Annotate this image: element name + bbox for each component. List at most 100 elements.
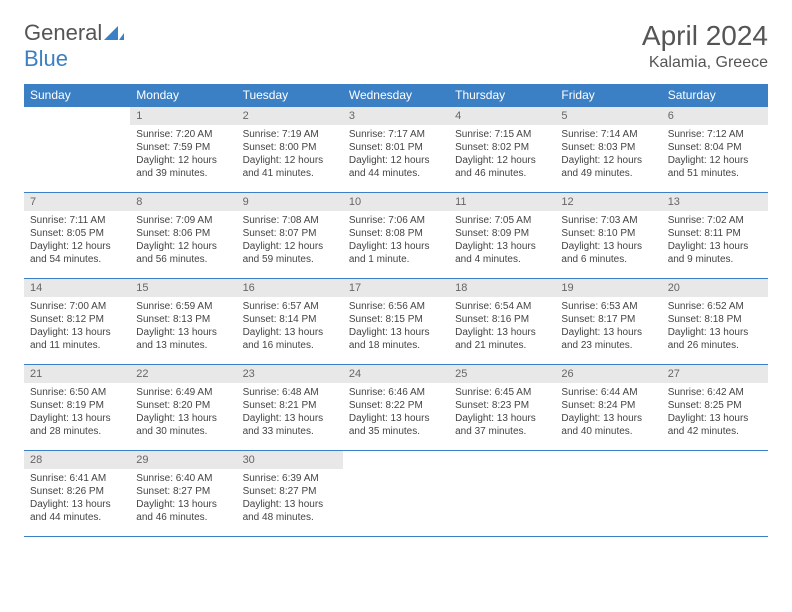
calendar-week-row: 7Sunrise: 7:11 AMSunset: 8:05 PMDaylight… — [24, 193, 768, 279]
calendar-day-cell: 3Sunrise: 7:17 AMSunset: 8:01 PMDaylight… — [343, 107, 449, 193]
calendar-day-cell: 17Sunrise: 6:56 AMSunset: 8:15 PMDayligh… — [343, 279, 449, 365]
sunrise-line: Sunrise: 6:44 AM — [561, 386, 655, 399]
sunset-line: Sunset: 8:19 PM — [30, 399, 124, 412]
day-number: 13 — [662, 193, 768, 211]
calendar-day-cell: 29Sunrise: 6:40 AMSunset: 8:27 PMDayligh… — [130, 451, 236, 537]
daylight-line: Daylight: 12 hours and 56 minutes. — [136, 240, 230, 266]
daylight-line: Daylight: 13 hours and 30 minutes. — [136, 412, 230, 438]
daylight-line: Daylight: 13 hours and 40 minutes. — [561, 412, 655, 438]
daylight-line: Daylight: 13 hours and 9 minutes. — [668, 240, 762, 266]
title-block: April 2024 Kalamia, Greece — [642, 20, 768, 72]
brand-part1: General — [24, 20, 102, 45]
sunrise-line: Sunrise: 6:50 AM — [30, 386, 124, 399]
sunset-line: Sunset: 8:22 PM — [349, 399, 443, 412]
calendar-day-cell: 15Sunrise: 6:59 AMSunset: 8:13 PMDayligh… — [130, 279, 236, 365]
sunrise-line: Sunrise: 7:00 AM — [30, 300, 124, 313]
calendar-day-cell: 10Sunrise: 7:06 AMSunset: 8:08 PMDayligh… — [343, 193, 449, 279]
calendar-day-cell: .. — [449, 451, 555, 537]
daylight-line: Daylight: 13 hours and 21 minutes. — [455, 326, 549, 352]
sunrise-line: Sunrise: 6:39 AM — [243, 472, 337, 485]
sunrise-line: Sunrise: 6:56 AM — [349, 300, 443, 313]
day-details: Sunrise: 6:40 AMSunset: 8:27 PMDaylight:… — [130, 469, 236, 528]
daylight-line: Daylight: 12 hours and 59 minutes. — [243, 240, 337, 266]
daylight-line: Daylight: 13 hours and 11 minutes. — [30, 326, 124, 352]
calendar-day-cell: 13Sunrise: 7:02 AMSunset: 8:11 PMDayligh… — [662, 193, 768, 279]
sunrise-line: Sunrise: 6:53 AM — [561, 300, 655, 313]
calendar-day-cell: 30Sunrise: 6:39 AMSunset: 8:27 PMDayligh… — [237, 451, 343, 537]
day-number: 4 — [449, 107, 555, 125]
day-number: 11 — [449, 193, 555, 211]
sunset-line: Sunset: 8:11 PM — [668, 227, 762, 240]
day-number: 15 — [130, 279, 236, 297]
day-number: 25 — [449, 365, 555, 383]
sunrise-line: Sunrise: 7:06 AM — [349, 214, 443, 227]
daylight-line: Daylight: 12 hours and 41 minutes. — [243, 154, 337, 180]
sunset-line: Sunset: 8:06 PM — [136, 227, 230, 240]
day-number: 16 — [237, 279, 343, 297]
sunrise-line: Sunrise: 7:03 AM — [561, 214, 655, 227]
calendar-day-cell: 22Sunrise: 6:49 AMSunset: 8:20 PMDayligh… — [130, 365, 236, 451]
sunrise-line: Sunrise: 7:09 AM — [136, 214, 230, 227]
sunset-line: Sunset: 8:08 PM — [349, 227, 443, 240]
sunset-line: Sunset: 8:15 PM — [349, 313, 443, 326]
brand-sail-icon — [104, 20, 124, 45]
day-number: 7 — [24, 193, 130, 211]
day-number: 19 — [555, 279, 661, 297]
day-number: 18 — [449, 279, 555, 297]
day-details: Sunrise: 6:50 AMSunset: 8:19 PMDaylight:… — [24, 383, 130, 442]
daylight-line: Daylight: 13 hours and 35 minutes. — [349, 412, 443, 438]
daylight-line: Daylight: 13 hours and 48 minutes. — [243, 498, 337, 524]
sunset-line: Sunset: 8:09 PM — [455, 227, 549, 240]
day-number: 5 — [555, 107, 661, 125]
sunrise-line: Sunrise: 7:12 AM — [668, 128, 762, 141]
weekday-header: Thursday — [449, 84, 555, 107]
sunrise-line: Sunrise: 6:49 AM — [136, 386, 230, 399]
sunset-line: Sunset: 8:18 PM — [668, 313, 762, 326]
sunset-line: Sunset: 7:59 PM — [136, 141, 230, 154]
sunrise-line: Sunrise: 7:17 AM — [349, 128, 443, 141]
calendar-day-cell: 1Sunrise: 7:20 AMSunset: 7:59 PMDaylight… — [130, 107, 236, 193]
weekday-header: Friday — [555, 84, 661, 107]
day-number: 9 — [237, 193, 343, 211]
day-number: 12 — [555, 193, 661, 211]
daylight-line: Daylight: 12 hours and 44 minutes. — [349, 154, 443, 180]
daylight-line: Daylight: 12 hours and 54 minutes. — [30, 240, 124, 266]
sunrise-line: Sunrise: 7:11 AM — [30, 214, 124, 227]
day-number: 29 — [130, 451, 236, 469]
daylight-line: Daylight: 13 hours and 4 minutes. — [455, 240, 549, 266]
calendar-day-cell: 9Sunrise: 7:08 AMSunset: 8:07 PMDaylight… — [237, 193, 343, 279]
day-details: Sunrise: 6:54 AMSunset: 8:16 PMDaylight:… — [449, 297, 555, 356]
day-number: 26 — [555, 365, 661, 383]
calendar-day-cell: 16Sunrise: 6:57 AMSunset: 8:14 PMDayligh… — [237, 279, 343, 365]
calendar-day-cell: 12Sunrise: 7:03 AMSunset: 8:10 PMDayligh… — [555, 193, 661, 279]
day-number: 28 — [24, 451, 130, 469]
day-details: Sunrise: 6:57 AMSunset: 8:14 PMDaylight:… — [237, 297, 343, 356]
sunrise-line: Sunrise: 6:59 AM — [136, 300, 230, 313]
day-details: Sunrise: 7:03 AMSunset: 8:10 PMDaylight:… — [555, 211, 661, 270]
sunset-line: Sunset: 8:27 PM — [136, 485, 230, 498]
sunrise-line: Sunrise: 6:45 AM — [455, 386, 549, 399]
calendar-body: .. 1Sunrise: 7:20 AMSunset: 7:59 PMDaylig… — [24, 107, 768, 537]
day-details: Sunrise: 6:53 AMSunset: 8:17 PMDaylight:… — [555, 297, 661, 356]
day-details: Sunrise: 6:46 AMSunset: 8:22 PMDaylight:… — [343, 383, 449, 442]
calendar-day-cell: 6Sunrise: 7:12 AMSunset: 8:04 PMDaylight… — [662, 107, 768, 193]
sunset-line: Sunset: 8:12 PM — [30, 313, 124, 326]
daylight-line: Daylight: 13 hours and 46 minutes. — [136, 498, 230, 524]
sunrise-line: Sunrise: 7:15 AM — [455, 128, 549, 141]
day-number: 17 — [343, 279, 449, 297]
day-number: 8 — [130, 193, 236, 211]
calendar-week-row: 14Sunrise: 7:00 AMSunset: 8:12 PMDayligh… — [24, 279, 768, 365]
day-details: Sunrise: 7:17 AMSunset: 8:01 PMDaylight:… — [343, 125, 449, 184]
sunrise-line: Sunrise: 6:57 AM — [243, 300, 337, 313]
daylight-line: Daylight: 12 hours and 39 minutes. — [136, 154, 230, 180]
location-label: Kalamia, Greece — [642, 54, 768, 72]
sunrise-line: Sunrise: 7:20 AM — [136, 128, 230, 141]
sunset-line: Sunset: 8:16 PM — [455, 313, 549, 326]
calendar-day-cell: .. — [662, 451, 768, 537]
calendar-day-cell: 20Sunrise: 6:52 AMSunset: 8:18 PMDayligh… — [662, 279, 768, 365]
day-details: Sunrise: 6:45 AMSunset: 8:23 PMDaylight:… — [449, 383, 555, 442]
day-details: Sunrise: 7:02 AMSunset: 8:11 PMDaylight:… — [662, 211, 768, 270]
calendar-day-cell: 23Sunrise: 6:48 AMSunset: 8:21 PMDayligh… — [237, 365, 343, 451]
sunset-line: Sunset: 8:00 PM — [243, 141, 337, 154]
daylight-line: Daylight: 13 hours and 1 minute. — [349, 240, 443, 266]
